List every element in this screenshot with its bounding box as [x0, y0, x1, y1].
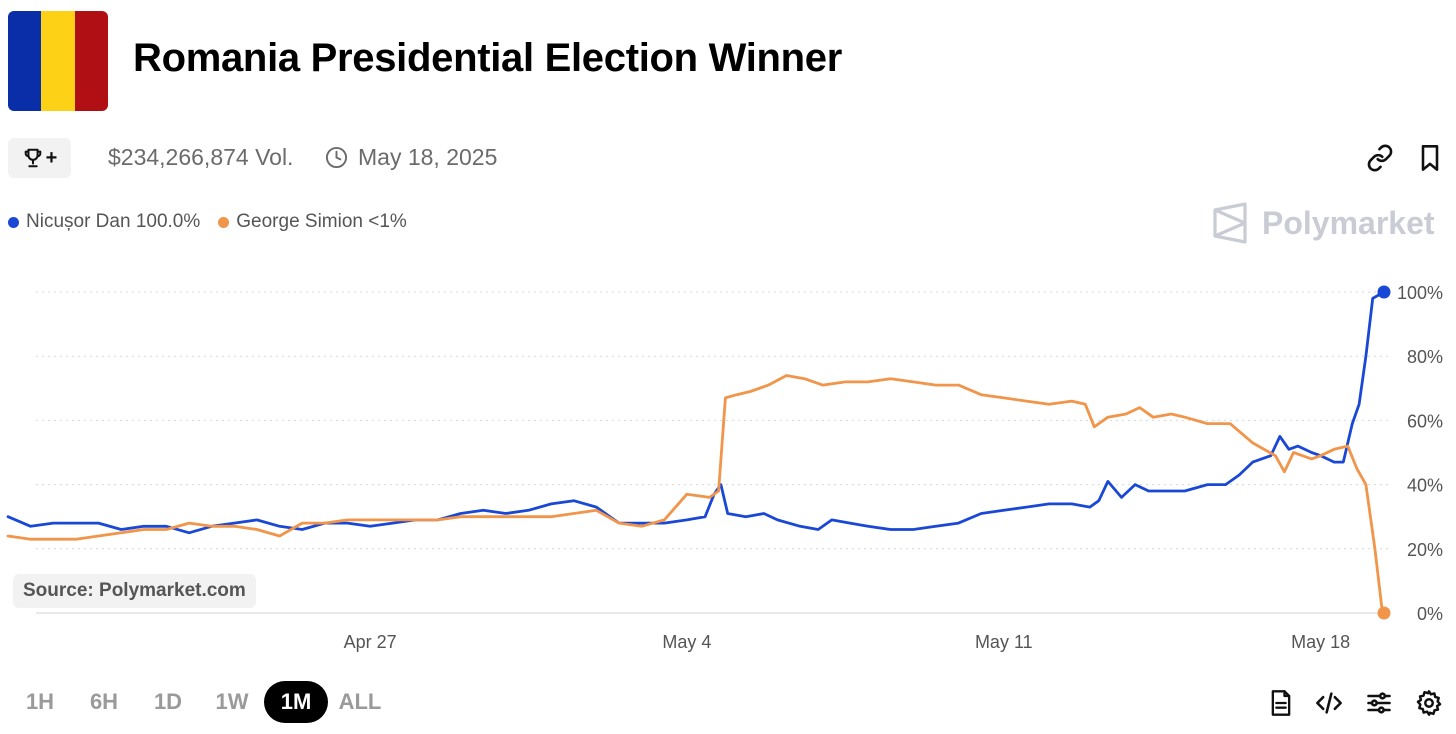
legend-dot-simion [218, 216, 230, 228]
range-1d-button[interactable]: 1D [153, 689, 183, 714]
y-axis-ticks: 0% 20% 40% 60% 80% 100% [1397, 283, 1443, 624]
chart-legend: Nicușor Dan 100.0% George Simion <1% [8, 211, 407, 233]
x-axis-ticks: Apr 27 May 4 May 11 May 18 [344, 632, 1351, 652]
series-layer [6, 285, 1391, 620]
y-tick-label: 0% [1417, 604, 1443, 624]
legend-label-dan: Nicușor Dan 100.0% [26, 211, 201, 232]
range-all-button[interactable]: ALL [338, 689, 382, 714]
plus-icon: + [45, 146, 58, 169]
trophy-button[interactable]: + [8, 138, 71, 178]
trophy-icon [24, 148, 41, 168]
romania-flag [8, 11, 108, 111]
watermark-text: Polymarket [1262, 204, 1435, 241]
range-1m-button[interactable]: 1M [264, 681, 328, 723]
range-1h-button[interactable]: 1H [25, 689, 55, 714]
y-tick-label: 20% [1407, 540, 1443, 560]
page-title: Romania Presidential Election Winner [133, 36, 843, 80]
time-range-selector: 1H 6H 1D 1W 1M ALL [8, 681, 392, 723]
clock-icon [325, 146, 348, 169]
sliders-icon[interactable] [1365, 689, 1393, 717]
x-tick-label: May 18 [1291, 632, 1350, 652]
y-tick-label: 40% [1407, 476, 1443, 496]
grid-layer [36, 291, 1390, 614]
volume-text: $234,266,874 Vol. [108, 144, 294, 170]
x-tick-label: May 11 [975, 632, 1033, 652]
end-date: May 18, 2025 [325, 144, 497, 171]
series-end-point-simion [1377, 606, 1391, 620]
range-1w-button[interactable]: 1W [215, 689, 249, 714]
legend-item-dan: Nicușor Dan 100.0% [8, 211, 200, 233]
bookmark-icon[interactable] [1416, 144, 1444, 172]
end-date-text: May 18, 2025 [358, 144, 498, 170]
x-tick-label: Apr 27 [344, 632, 397, 652]
series-line-simion [6, 374, 1386, 615]
series-end-point-dan [1377, 285, 1391, 299]
legend-label-simion: George Simion <1% [236, 211, 407, 232]
polymarket-watermark: Polymarket [1212, 202, 1435, 244]
range-6h-button[interactable]: 6H [89, 689, 119, 714]
flag-stripe-yellow [41, 11, 75, 111]
legend-item-simion: George Simion <1% [218, 211, 407, 233]
x-tick-label: May 4 [662, 632, 711, 652]
price-chart: Apr 27 May 4 May 11 May 18 0% 20% 40% 60% 80% 10… [6, 283, 1443, 652]
link-icon[interactable] [1366, 144, 1394, 172]
y-tick-label: 100% [1397, 283, 1443, 303]
source-label: Source: Polymarket.com [13, 574, 256, 608]
y-tick-label: 60% [1407, 411, 1443, 431]
gear-icon[interactable] [1415, 689, 1443, 717]
flag-stripe-red [74, 11, 108, 111]
code-icon[interactable] [1315, 689, 1343, 717]
y-tick-label: 80% [1407, 347, 1443, 367]
flag-stripe-blue [8, 11, 42, 111]
document-icon[interactable] [1267, 689, 1295, 717]
legend-dot-dan [8, 216, 19, 228]
polymarket-logo-icon [1213, 202, 1247, 244]
